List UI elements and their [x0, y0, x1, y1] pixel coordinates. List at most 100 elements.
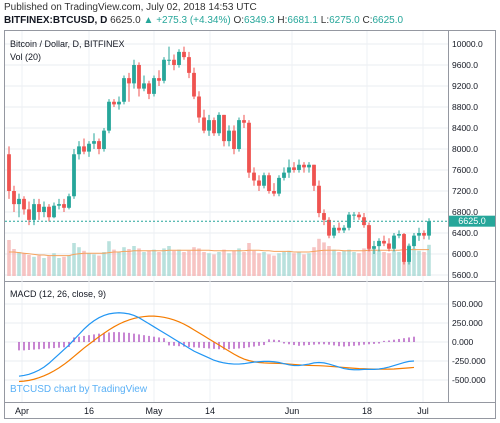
candle-body [122, 78, 126, 102]
volume-bar [137, 248, 141, 276]
volume-bar [272, 255, 276, 276]
volume-bar [342, 250, 346, 276]
volume-bar [172, 250, 176, 276]
candle [327, 217, 331, 239]
volume-bar [87, 253, 91, 276]
candle-body [362, 217, 366, 226]
volume-bar [242, 252, 246, 276]
candle-body [112, 101, 116, 105]
candle-body [282, 172, 286, 178]
candle [247, 120, 251, 178]
time-tick-label: 14 [205, 406, 215, 416]
price-tick-label: 9600.0 [452, 60, 478, 70]
time-axis: Apr 16 May 14 Jun 18 Jul [15, 406, 429, 416]
time-tick-label: Jul [417, 406, 429, 416]
volume-bar [162, 248, 166, 276]
candle-body [42, 206, 46, 212]
volume-bar [412, 248, 416, 276]
candle-body [217, 114, 221, 134]
volume-bar [122, 247, 126, 276]
candle-body [332, 227, 336, 236]
candle-body [252, 172, 256, 181]
price-change: +275.3 (+4.34%) [156, 15, 231, 26]
candle [107, 99, 111, 134]
price-tick-label: 6800.0 [452, 207, 478, 217]
volume-bar [42, 258, 46, 276]
candle [242, 114, 246, 128]
candle [372, 240, 376, 254]
candle-body [162, 59, 166, 81]
volume-bar [47, 256, 51, 276]
candle-body [377, 240, 381, 247]
candle-body [237, 120, 241, 149]
volume-bar [217, 252, 221, 276]
close-value: 6625.0 [372, 15, 404, 26]
candle [12, 185, 16, 212]
volume-label: Vol (20) [10, 52, 41, 62]
volume-bar [147, 250, 151, 276]
candle [127, 72, 131, 102]
candle [147, 80, 151, 100]
volume-bar [392, 250, 396, 276]
candle-body [62, 204, 66, 208]
low-value: 6275.0 [329, 15, 360, 26]
candle-body [242, 120, 246, 123]
volume-bar [347, 249, 351, 276]
candle-body [12, 191, 16, 205]
time-tick-label: 16 [84, 406, 94, 416]
candle [287, 159, 291, 178]
candle-body [372, 246, 376, 249]
candle-body [422, 233, 426, 236]
candle-body [307, 164, 311, 168]
volume-bar [32, 256, 36, 276]
candle-body [167, 59, 171, 61]
candle-body [317, 185, 321, 214]
volume-bar [387, 253, 391, 276]
macd-tick-label: -500.000 [452, 375, 486, 385]
candle [62, 198, 66, 212]
candle [272, 183, 276, 197]
candle [312, 164, 316, 191]
price-axis: 10000.0 9600.0 9200.0 8800.0 8400.0 8000.0 760… [452, 39, 483, 280]
candle [52, 202, 56, 219]
candle-body [212, 120, 216, 134]
price-tick-label: 7200.0 [452, 186, 478, 196]
candle [167, 46, 171, 65]
price-tick-label: 9200.0 [452, 81, 478, 91]
candle [212, 117, 216, 136]
candle-body [57, 204, 61, 206]
volume-bar [212, 254, 216, 276]
candle [192, 67, 196, 100]
candle-body [357, 214, 361, 218]
volume-bar [352, 252, 356, 276]
volume-bar [112, 249, 116, 276]
candle-body [327, 219, 331, 236]
volume-bar [372, 247, 376, 276]
volume-bar [192, 247, 196, 276]
candle-body [7, 154, 11, 191]
chart-frame [4, 30, 496, 419]
candle-body [142, 83, 146, 89]
volume-bar [127, 249, 131, 276]
macd-histogram [18, 332, 415, 351]
candle-body [197, 96, 201, 118]
candle [72, 149, 76, 199]
volume-bar [202, 252, 206, 276]
price-tick-label: 7600.0 [452, 165, 478, 175]
candle-body [107, 101, 111, 131]
volume-bar [317, 238, 321, 276]
candle-body [127, 78, 131, 84]
macd-axis: 500.000 250.000 0.000 -250.000 -500.000 [452, 299, 486, 385]
close-label: C: [362, 15, 373, 26]
candle-body [27, 209, 31, 220]
candle [217, 112, 221, 136]
volume-bar [207, 253, 211, 276]
candle [267, 172, 271, 194]
candle [207, 114, 211, 136]
volume-bar [277, 253, 281, 276]
candle-body [37, 204, 41, 212]
candle-body [397, 234, 401, 236]
macd-tick-label: 0.000 [452, 337, 474, 347]
volume-bar [167, 246, 171, 276]
